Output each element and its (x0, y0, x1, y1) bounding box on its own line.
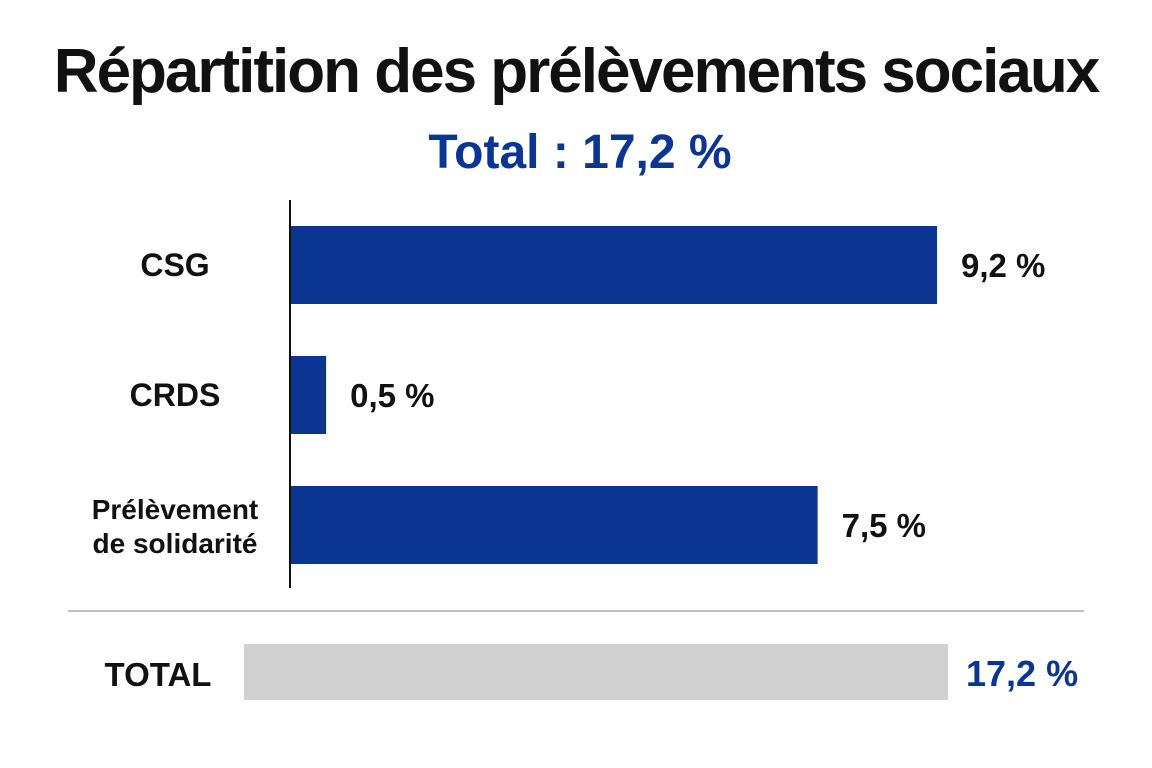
chart-subtitle: Total : 17,2 % (428, 126, 731, 179)
value-label-1: 0,5 % (350, 377, 434, 414)
bar-1 (291, 356, 327, 434)
total-value-label: 17,2 % (966, 653, 1078, 694)
total-label: TOTAL (105, 656, 212, 693)
total-bar (244, 644, 948, 700)
category-label-2: Prélèvement de solidarité (92, 494, 259, 559)
value-label-2: 7,5 % (842, 507, 926, 544)
bar-2 (291, 486, 818, 564)
category-label-1: CRDS (130, 377, 221, 413)
value-label-0: 9,2 % (961, 247, 1045, 284)
chart-title: Répartition des prélèvements sociaux (54, 37, 1101, 106)
category-label-0: CSG (140, 247, 209, 283)
bar-series: 9,2 % CSG 0,5 % CRDS 7,5 % Prélèvement de soli… (92, 226, 1045, 564)
bar-0 (291, 226, 937, 304)
